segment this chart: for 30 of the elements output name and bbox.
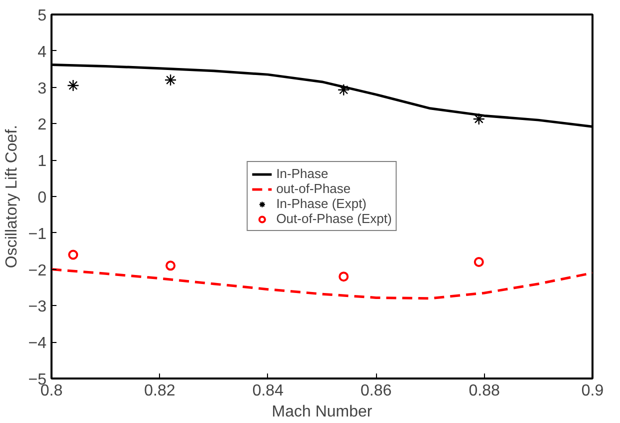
- legend-label: out-of-Phase: [276, 181, 351, 196]
- x-tick-label: 0.84: [252, 382, 284, 400]
- point: [474, 257, 484, 268]
- x-tick-label: 0.88: [468, 382, 500, 400]
- legend-label: In-Phase (Expt): [276, 196, 367, 211]
- x-tick-label: 0.9: [581, 382, 604, 400]
- point: [68, 250, 78, 260]
- x-tick-label: 0.82: [144, 382, 176, 400]
- point: [67, 79, 80, 92]
- point: [338, 84, 350, 96]
- y-axis-title: Oscillatory Lift Coef.: [3, 124, 20, 268]
- legend-label: In-Phase: [276, 166, 328, 181]
- y-tick-label: 0: [38, 190, 47, 206]
- x-axis-title: Mach Number: [272, 404, 373, 420]
- point: [166, 260, 176, 271]
- y-tick-label: −4: [28, 335, 47, 352]
- y-tick-label: 3: [38, 80, 47, 98]
- point: [472, 112, 485, 126]
- y-tick-label: 5: [38, 8, 47, 24]
- y-tick-label: −3: [28, 298, 47, 316]
- legend-label: Out-of-Phase (Expt): [276, 211, 392, 226]
- y-tick-label: 2: [38, 116, 47, 134]
- x-tick-label: 0.86: [360, 382, 392, 400]
- point: [338, 272, 349, 282]
- y-tick-label: 4: [38, 44, 47, 61]
- y-tick-label: −1: [28, 226, 47, 243]
- line-series: [52, 268, 592, 300]
- point: [164, 74, 177, 86]
- y-tick-label: 1: [38, 153, 47, 170]
- y-tick-label: −2: [28, 262, 47, 280]
